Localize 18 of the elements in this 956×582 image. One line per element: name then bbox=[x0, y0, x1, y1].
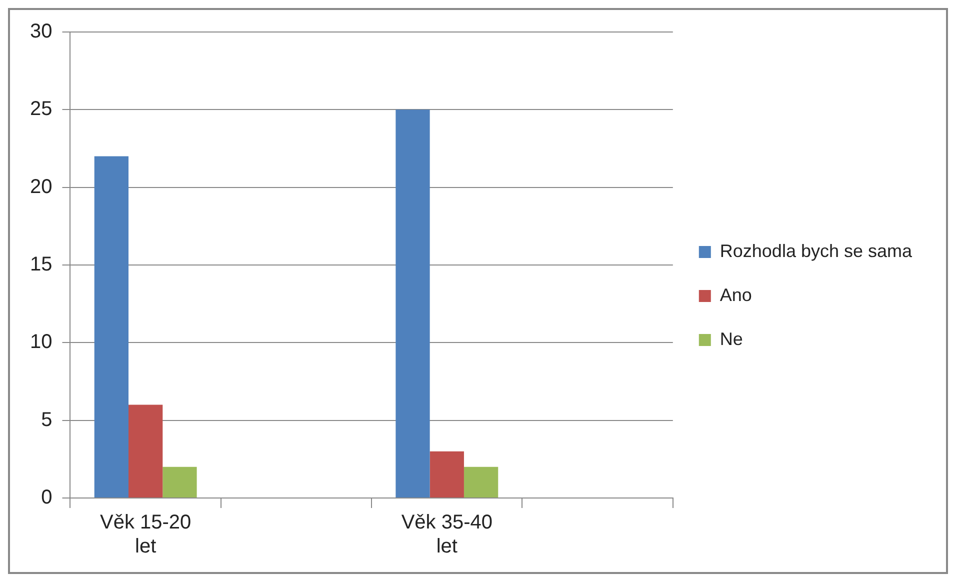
bar bbox=[464, 466, 498, 498]
y-tick-label: 10 bbox=[30, 331, 52, 354]
bar bbox=[94, 156, 129, 498]
bar bbox=[430, 451, 464, 498]
bar bbox=[162, 466, 197, 498]
y-tick-label: 5 bbox=[41, 408, 52, 431]
y-tick-label: 30 bbox=[30, 20, 52, 43]
y-tick-label: 25 bbox=[30, 98, 52, 120]
legend-label: Rozhodla bych se sama bbox=[720, 240, 913, 261]
legend-label: Ne bbox=[720, 328, 743, 349]
legend-label: Ano bbox=[720, 284, 752, 305]
y-tick-label: 20 bbox=[30, 176, 52, 198]
bar bbox=[128, 404, 163, 498]
x-tick-label: Věk 15-20 let bbox=[100, 512, 192, 558]
y-tick-label: 15 bbox=[30, 254, 52, 276]
bar bbox=[396, 110, 430, 498]
y-tick-label: 0 bbox=[41, 486, 52, 509]
x-tick-label: Věk 35-40 let bbox=[401, 512, 492, 558]
